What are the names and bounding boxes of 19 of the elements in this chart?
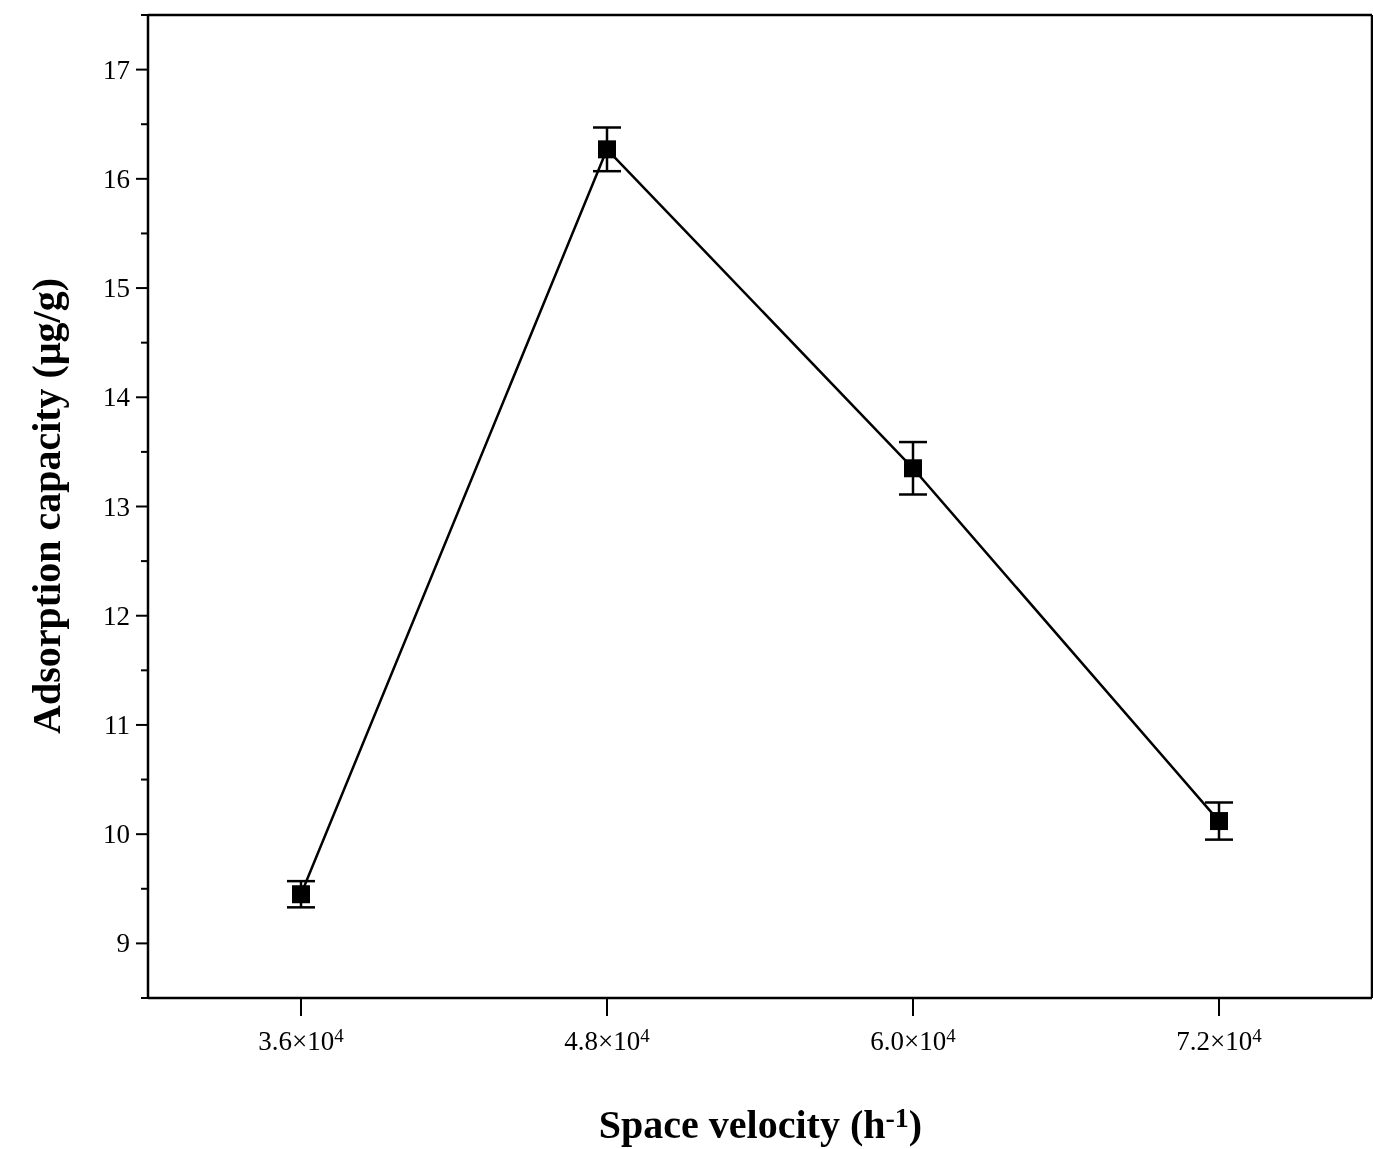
y-tick-label: 10: [103, 819, 130, 850]
y-tick-label: 17: [103, 54, 130, 85]
y-tick-label: 16: [103, 163, 130, 194]
y-tick-label: 15: [103, 273, 130, 304]
y-tick-label: 9: [116, 928, 130, 959]
y-tick-label: 12: [103, 600, 130, 631]
point: [1210, 812, 1228, 831]
x-tick-label: 6.0×10$^{4}$: [870, 1025, 957, 1056]
x-tick-label: 3.6×10$^{4}$: [258, 1025, 345, 1056]
y-tick-label: 14: [103, 382, 131, 413]
x-axis-title: Space velocity (h$^{-1}$): [598, 1101, 923, 1147]
y-tick-label: 11: [104, 709, 130, 740]
point: [598, 140, 616, 159]
y-axis-title: Adsorption capacity (μg/g): [24, 278, 69, 734]
y-tick-label: 13: [103, 491, 130, 522]
x-tick-label: 7.2×10$^{4}$: [1176, 1025, 1263, 1056]
point: [904, 459, 922, 478]
x-tick-label: 4.8×10$^{4}$: [564, 1025, 651, 1056]
point: [292, 885, 310, 904]
